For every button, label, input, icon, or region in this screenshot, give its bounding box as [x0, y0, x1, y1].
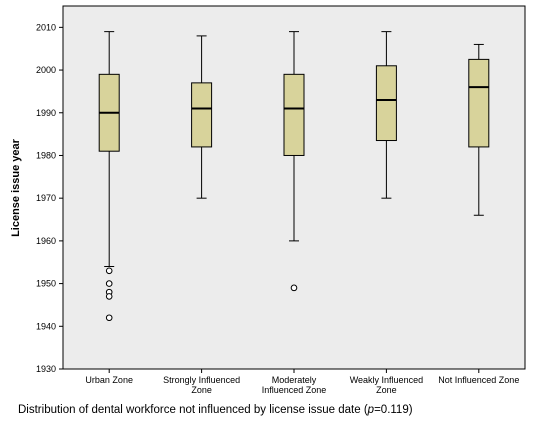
- x-tick-label: Urban Zone: [85, 375, 133, 385]
- x-tick-label: Weakly Influenced Zone: [350, 375, 423, 395]
- y-tick-label: 2010: [36, 22, 56, 32]
- outlier-point: [105, 293, 113, 300]
- box-group: [468, 43, 490, 216]
- box-group: [191, 35, 213, 199]
- x-tick-label-line: Zone: [376, 385, 397, 395]
- outlier-point: [105, 314, 113, 322]
- x-tick-label: Not Influenced Zone: [438, 375, 519, 385]
- caption-prefix: Distribution of dental workforce not inf…: [18, 404, 368, 416]
- box-iqr: [283, 73, 305, 156]
- box-group: [98, 31, 120, 322]
- x-tick-label: Moderately Influenced Zone: [262, 375, 327, 395]
- box-iqr: [468, 58, 490, 148]
- y-axis: 1930 1940 1950 1960 1970 1980 1990 2000 2010: [36, 22, 63, 374]
- box-series: [98, 31, 490, 322]
- outlier-point: [105, 267, 113, 275]
- y-tick-label: 1940: [36, 321, 56, 331]
- y-tick-label: 1960: [36, 236, 56, 246]
- y-tick-label: 1970: [36, 193, 56, 203]
- caption-p-symbol: p: [367, 404, 375, 416]
- figure-caption: Distribution of dental workforce not inf…: [18, 404, 413, 416]
- y-tick-label: 1950: [36, 279, 56, 289]
- x-tick-label-line: Strongly Influenced: [163, 375, 240, 385]
- y-tick-label: 1990: [36, 108, 56, 118]
- caption-suffix: =0.119): [374, 404, 413, 416]
- x-axis: Urban Zone Strongly Influenced ZoneModerat…: [85, 369, 519, 395]
- x-tick-label: Strongly Influenced Zone: [163, 375, 240, 395]
- y-axis-label: License issue year: [10, 138, 22, 237]
- y-tick-label: 2000: [36, 65, 56, 75]
- box-plot-chart: 1930 1940 1950 1960 1970 1980 1990 2000 2010 Urb…: [10, 5, 526, 395]
- x-tick-label-line: Zone: [191, 385, 212, 395]
- outlier-point: [105, 280, 113, 287]
- box-group: [283, 31, 305, 292]
- y-tick-label: 1930: [36, 364, 56, 374]
- x-tick-label-line: Urban Zone: [85, 375, 133, 385]
- box-iqr: [375, 65, 397, 142]
- x-tick-label-line: Weakly Influenced: [350, 375, 423, 385]
- y-tick-label: 1980: [36, 150, 56, 160]
- x-tick-label-line: Not Influenced Zone: [438, 375, 519, 385]
- x-tick-label-line: Influenced Zone: [262, 385, 327, 395]
- x-tick-label-line: Moderately: [272, 375, 317, 385]
- outlier-point: [290, 284, 298, 292]
- box-iqr: [191, 82, 213, 148]
- box-group: [375, 31, 397, 199]
